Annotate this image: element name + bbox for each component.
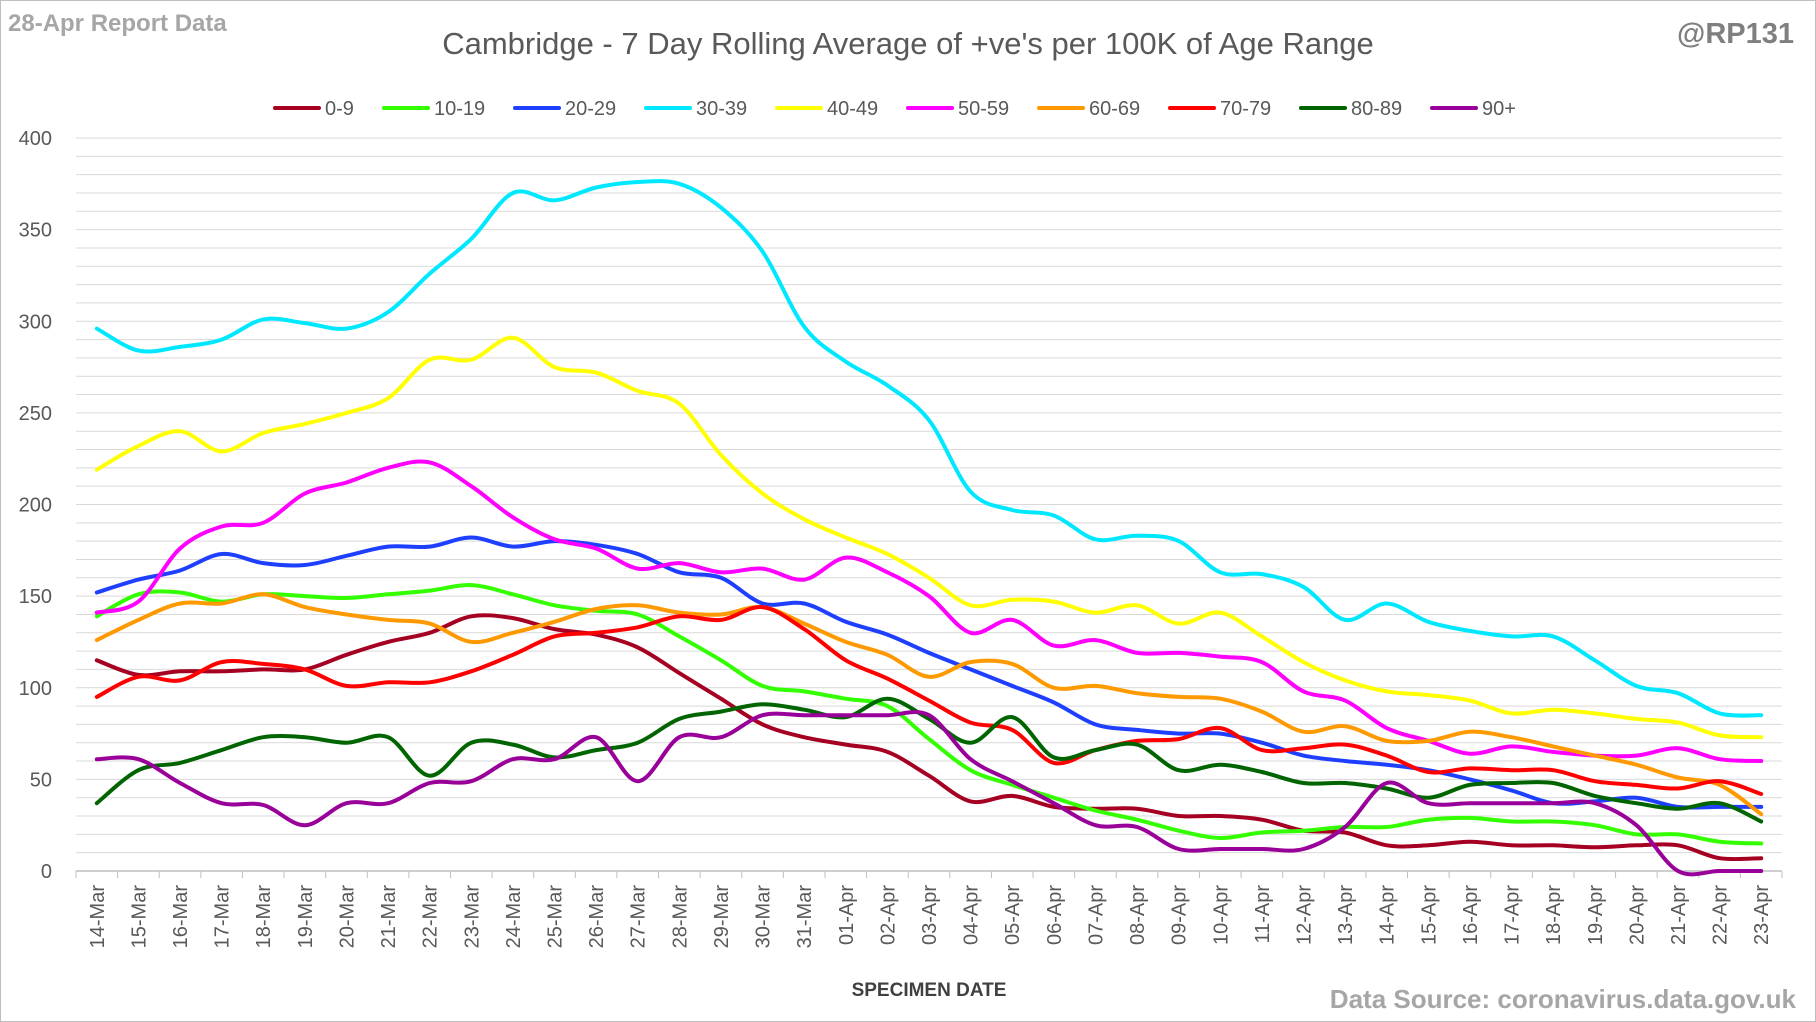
legend-label: 60-69 <box>1089 98 1140 120</box>
legend-label: 80-89 <box>1351 98 1402 120</box>
x-tick-label: 28-Mar <box>669 885 691 949</box>
x-tick-label: 30-Mar <box>753 885 775 949</box>
x-tick-label: 15-Mar <box>128 885 150 949</box>
x-tick-label: 03-Apr <box>919 885 941 945</box>
series-line-30-39 <box>94 179 1764 718</box>
y-tick-label: 250 <box>19 403 52 425</box>
x-axis: 14-Mar 15-Mar 16-Mar 17-Mar 18-Mar 19-Mar 20-M… <box>75 870 1783 949</box>
x-tick-label: 04-Apr <box>961 885 983 945</box>
y-tick-label: 200 <box>19 495 52 517</box>
x-tick-label: 11-Apr <box>1252 885 1274 944</box>
y-tick-label: 0 <box>41 861 52 883</box>
legend-label: 70-79 <box>1220 98 1271 120</box>
y-axis: 0 50 100 150 200 250 300 350 400 <box>19 128 52 883</box>
x-tick-label: 23-Mar <box>461 885 483 949</box>
series-lines <box>94 179 1764 877</box>
x-tick-label: 16-Apr <box>1460 885 1482 945</box>
x-tick-label: 10-Apr <box>1210 885 1232 945</box>
x-tick-label: 13-Apr <box>1335 885 1357 945</box>
gridlines <box>76 137 1782 872</box>
legend-label: 30-39 <box>696 98 747 120</box>
x-tick-label: 07-Apr <box>1085 885 1107 945</box>
series-line-80-89 <box>94 696 1764 824</box>
x-tick-label: 20-Mar <box>336 885 358 949</box>
y-tick-label: 300 <box>19 311 52 333</box>
legend-label: 0-9 <box>325 98 354 120</box>
legend-label: 20-29 <box>565 98 616 120</box>
x-tick-label: 17-Apr <box>1502 885 1524 945</box>
y-tick-label: 400 <box>19 128 52 150</box>
x-tick-label: 22-Apr <box>1710 885 1732 945</box>
x-tick-label: 24-Mar <box>503 885 525 949</box>
x-tick-label: 05-Apr <box>1002 885 1024 945</box>
x-tick-label: 25-Mar <box>545 885 567 949</box>
report-label: 28-Apr Report Data <box>8 10 227 37</box>
legend-label: 10-19 <box>434 98 485 120</box>
legend: 0-9 10-19 20-29 30-39 40-49 50-59 60-69 70-79 80… <box>273 98 1516 120</box>
data-source-note: Data Source: coronavirus.data.gov.uk <box>1329 984 1796 1014</box>
legend-label: 40-49 <box>827 98 878 120</box>
x-tick-label: 08-Apr <box>1127 885 1149 945</box>
y-tick-label: 150 <box>19 586 52 608</box>
x-tick-label: 14-Mar <box>87 885 109 949</box>
chart-title: Cambridge - 7 Day Rolling Average of +ve… <box>442 26 1374 61</box>
series-line-40-49 <box>94 335 1764 740</box>
x-tick-label: 21-Mar <box>378 885 400 949</box>
x-tick-label: 14-Apr <box>1377 885 1399 945</box>
author-handle: @RP131 <box>1677 18 1794 50</box>
series-line-0-9 <box>94 613 1764 862</box>
x-tick-label: 27-Mar <box>628 885 650 949</box>
x-tick-label: 18-Mar <box>253 885 275 949</box>
x-tick-label: 17-Mar <box>212 885 234 949</box>
x-tick-label: 16-Mar <box>170 885 192 949</box>
legend-label: 50-59 <box>958 98 1009 120</box>
x-tick-label: 18-Apr <box>1543 885 1565 945</box>
x-tick-label: 02-Apr <box>877 885 899 945</box>
y-tick-label: 100 <box>19 678 52 700</box>
x-tick-label: 19-Apr <box>1585 885 1607 945</box>
x-tick-label: 22-Mar <box>420 885 442 949</box>
series-line-60-69 <box>94 592 1764 817</box>
x-tick-label: 23-Apr <box>1751 885 1773 945</box>
x-tick-label: 29-Mar <box>711 885 733 949</box>
x-tick-label: 12-Apr <box>1293 885 1315 945</box>
x-axis-label: SPECIMEN DATE <box>852 980 1007 1001</box>
series-line-50-59 <box>94 459 1764 763</box>
x-tick-label: 20-Apr <box>1626 885 1648 945</box>
x-tick-label: 15-Apr <box>1418 885 1440 945</box>
x-tick-label: 09-Apr <box>1169 885 1191 945</box>
x-tick-label: 19-Mar <box>295 885 317 949</box>
x-tick-label: 01-Apr <box>836 885 858 945</box>
y-tick-label: 350 <box>19 220 52 242</box>
x-tick-label: 26-Mar <box>586 885 608 949</box>
series-line-70-79 <box>94 605 1764 796</box>
x-tick-label: 21-Apr <box>1668 885 1690 945</box>
series-line-90plus <box>94 709 1764 877</box>
x-tick-label: 06-Apr <box>1044 885 1066 945</box>
series-line-10-19 <box>94 583 1764 846</box>
y-tick-label: 50 <box>30 769 52 791</box>
x-tick-label: 31-Mar <box>794 885 816 949</box>
legend-label: 90+ <box>1482 98 1516 120</box>
